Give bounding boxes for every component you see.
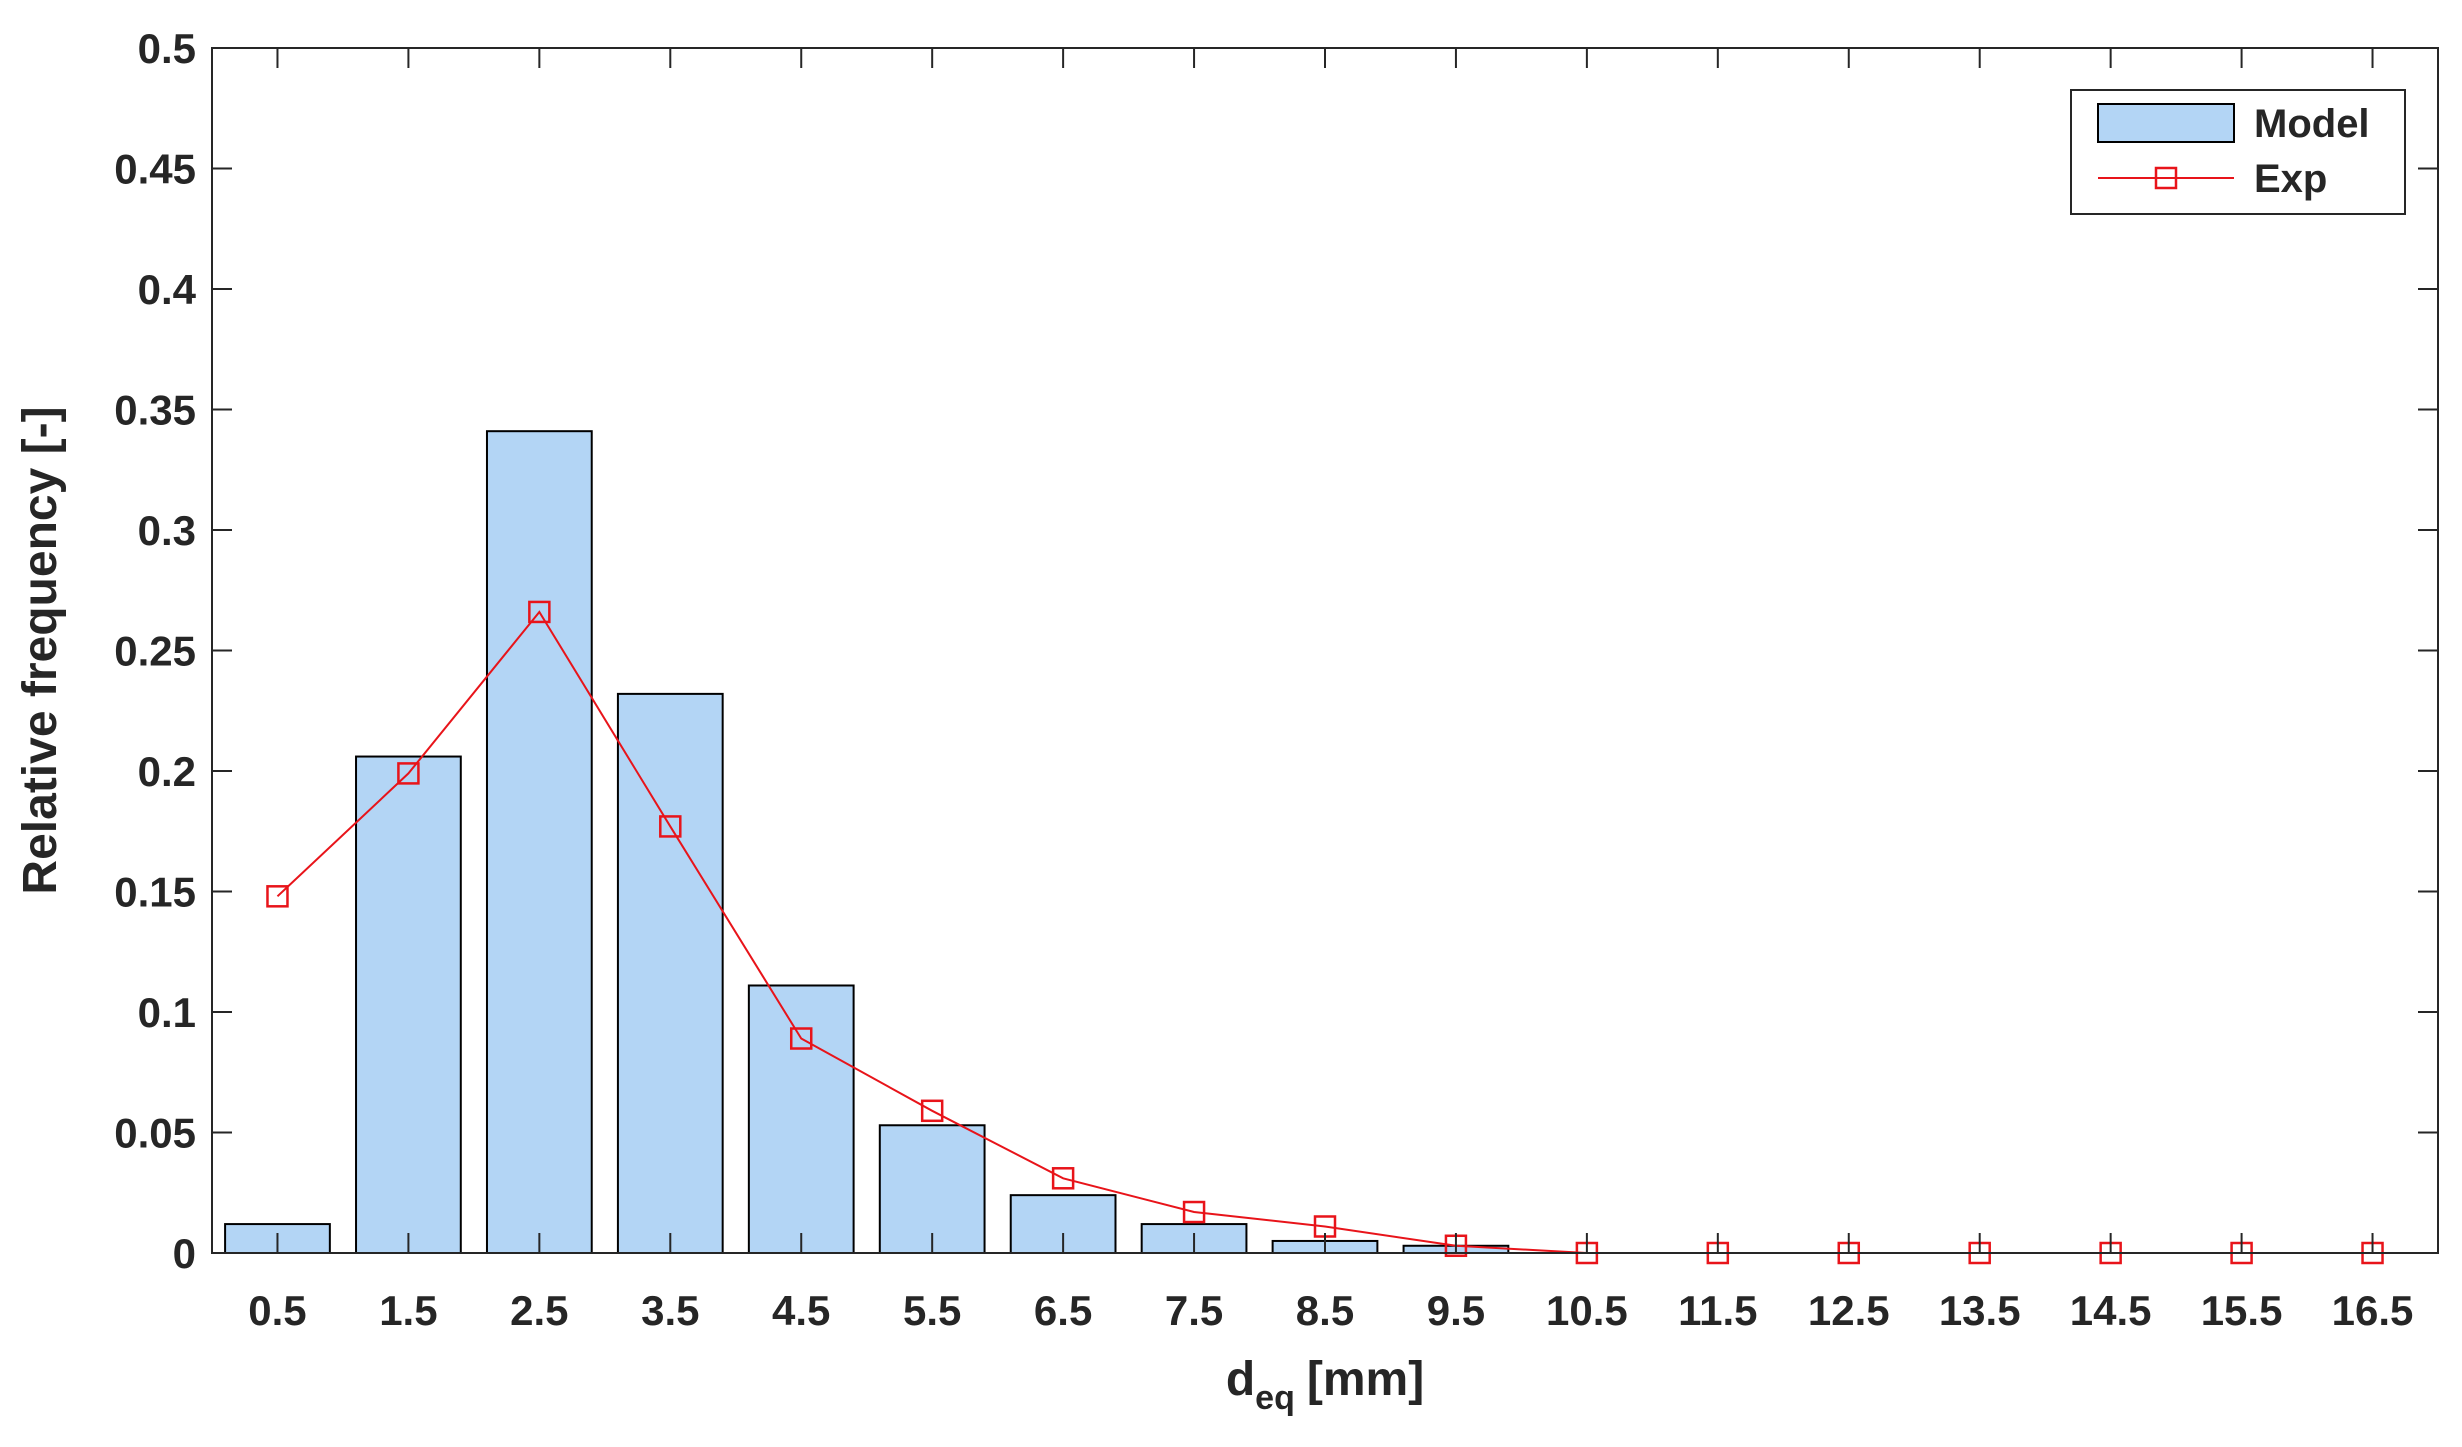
y-tick-label: 0.35 (114, 387, 196, 434)
model-bars (224, 430, 1510, 1255)
x-tick-label: 16.5 (2332, 1287, 2414, 1334)
x-tick-label: 12.5 (1808, 1287, 1890, 1334)
legend-model-label: Model (2254, 102, 2370, 146)
x-tick-label: 13.5 (1939, 1287, 2021, 1334)
x-axis-label-main: d (1226, 1353, 1255, 1406)
model-bar-4.5 (747, 984, 855, 1254)
axis-ticks (212, 47, 2438, 1254)
x-tick-label: 6.5 (1034, 1287, 1092, 1334)
legend-model-swatch (2097, 103, 2235, 143)
x-tick-label: 4.5 (772, 1287, 830, 1334)
y-tick-label: 0 (173, 1230, 196, 1277)
x-tick-label: 11.5 (1678, 1287, 1757, 1334)
x-axis-label-unit: [mm] (1307, 1353, 1424, 1406)
y-tick-label: 0.3 (138, 507, 196, 554)
y-tick-label: 0.45 (114, 146, 196, 193)
x-tick-label: 7.5 (1165, 1287, 1223, 1334)
x-axis-label-subscript: eq (1255, 1379, 1295, 1417)
y-tick-labels: 0 0.05 0.1 0.15 0.2 0.25 0.3 0.35 0.4 0.45 0.5 (114, 25, 196, 1277)
y-tick-label: 0.05 (114, 1110, 196, 1157)
x-tick-label: 0.5 (248, 1287, 306, 1334)
y-tick-label: 0.4 (138, 266, 197, 313)
x-tick-label: 10.5 (1546, 1287, 1628, 1334)
x-tick-label: 9.5 (1427, 1287, 1485, 1334)
exp-marker-1.5 (397, 762, 420, 785)
x-tick-label: 15.5 (2201, 1287, 2283, 1334)
x-axis-label: deq [mm] (1226, 1353, 1424, 1417)
x-tick-label: 8.5 (1296, 1287, 1354, 1334)
x-tick-label: 5.5 (903, 1287, 961, 1334)
model-bar-2.5 (485, 430, 593, 1254)
legend-exp-marker (2154, 166, 2178, 190)
y-tick-label: 0.5 (138, 25, 196, 72)
exp-marker-4.5 (789, 1027, 813, 1050)
exp-marker-6.5 (1051, 1167, 1075, 1190)
y-axis-label: Relative frequency [-] (14, 406, 67, 894)
model-bar-3.5 (616, 692, 724, 1254)
x-tick-label: 1.5 (379, 1287, 437, 1334)
x-tick-labels: 0.5 1.5 2.5 3.5 4.5 5.5 6.5 7.5 8.5 9.5 10.5 11.5 12… (248, 1287, 2413, 1334)
exp-marker-0.5 (266, 885, 289, 908)
exp-marker-7.5 (1182, 1200, 1206, 1224)
model-bar-1.5 (355, 755, 462, 1254)
x-tick-label: 3.5 (641, 1287, 699, 1334)
exp-marker-3.5 (659, 815, 682, 838)
x-tick-label: 2.5 (510, 1287, 568, 1334)
y-tick-label: 0.2 (138, 748, 196, 795)
y-tick-label: 0.15 (114, 869, 196, 916)
x-tick-label: 14.5 (2070, 1287, 2152, 1334)
legend-exp-label: Exp (2254, 157, 2327, 201)
exp-marker-5.5 (920, 1099, 944, 1123)
y-tick-label: 0.25 (114, 628, 196, 675)
y-tick-label: 0.1 (138, 989, 196, 1036)
exp-marker-2.5 (528, 600, 551, 624)
legend: Model Exp (2070, 89, 2406, 215)
